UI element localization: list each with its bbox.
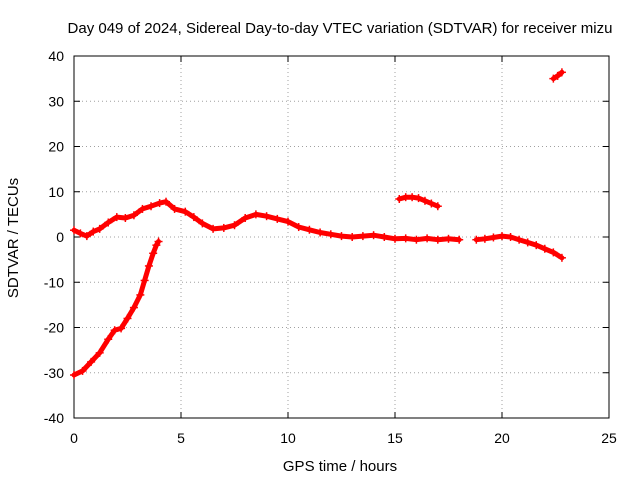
data-marks: [70, 68, 566, 380]
data-point: [444, 234, 453, 243]
data-point: [414, 194, 423, 203]
data-point: [427, 199, 436, 208]
data-point: [380, 233, 389, 241]
series-band-rising-arc: [71, 239, 161, 378]
data-point: [112, 213, 121, 222]
y-tick-label: -30: [44, 365, 64, 381]
data-point: [241, 213, 250, 222]
data-point: [549, 74, 558, 83]
data-point: [76, 229, 85, 238]
y-tick-label: 40: [48, 48, 64, 64]
data-point: [358, 232, 367, 241]
data-point: [532, 241, 541, 250]
data-point: [209, 224, 218, 233]
data-point: [82, 232, 91, 241]
x-tick-label: 10: [280, 430, 296, 446]
x-tick-label: 15: [387, 430, 403, 446]
data-point: [395, 194, 404, 203]
data-point: [162, 197, 171, 206]
data-point: [87, 357, 96, 366]
data-point: [110, 326, 119, 335]
y-tick-label: 0: [56, 229, 64, 245]
data-point: [498, 232, 506, 241]
data-point: [251, 210, 260, 219]
data-point: [189, 213, 198, 222]
data-point: [348, 233, 357, 241]
data-point: [294, 223, 303, 232]
data-point: [117, 324, 126, 333]
data-point: [412, 235, 421, 244]
x-axis-title: GPS time / hours: [283, 458, 397, 475]
data-point: [70, 371, 78, 380]
data-point: [170, 204, 179, 213]
data-point: [129, 303, 138, 312]
y-tick-label: -40: [44, 410, 64, 426]
data-point: [553, 71, 562, 80]
data-point: [369, 231, 378, 240]
data-point: [104, 218, 113, 227]
data-point: [123, 314, 132, 323]
data-point: [284, 217, 292, 226]
data-point: [401, 234, 410, 243]
data-point: [95, 224, 104, 233]
data-point: [480, 234, 489, 243]
data-point: [198, 219, 207, 228]
y-tick-label: 20: [48, 139, 64, 155]
y-tick-label: -20: [44, 320, 64, 336]
data-point: [420, 196, 429, 205]
x-tick-label: 0: [70, 430, 78, 446]
data-point: [305, 225, 314, 234]
data-point: [129, 211, 138, 220]
data-point: [140, 276, 149, 285]
data-point: [273, 214, 282, 223]
data-point: [515, 235, 524, 244]
chart-title: Day 049 of 2024, Sidereal Day-to-day VTE…: [68, 20, 613, 37]
y-tick-label: 10: [48, 184, 64, 200]
data-point: [540, 244, 549, 253]
data-point: [154, 237, 163, 246]
data-point: [433, 202, 442, 211]
y-tick-label: 30: [48, 93, 64, 109]
x-tick-label: 20: [494, 430, 510, 446]
data-point: [144, 261, 153, 270]
data-point: [121, 213, 130, 222]
data-point: [455, 235, 464, 244]
data-point: [316, 228, 325, 237]
data-point: [557, 253, 566, 262]
x-tick-label: 25: [601, 430, 617, 446]
data-point: [523, 238, 532, 247]
data-point: [408, 193, 417, 202]
data-point: [89, 227, 98, 236]
data-point: [95, 348, 104, 357]
data-point: [489, 233, 498, 242]
data-point: [230, 221, 239, 230]
data-point: [433, 235, 442, 244]
y-axis-title: SDTVAR / TECUs: [5, 178, 22, 298]
data-point: [506, 233, 515, 241]
data-point: [147, 202, 156, 211]
data-point: [104, 335, 113, 344]
data-point: [557, 68, 566, 77]
data-point: [337, 232, 346, 241]
data-point: [423, 234, 432, 243]
data-point: [181, 207, 190, 216]
x-tick-label: 5: [177, 430, 185, 446]
y-tick-label: -10: [44, 274, 64, 290]
data-point: [472, 235, 481, 244]
data-point: [155, 199, 164, 208]
data-point: [326, 230, 335, 239]
data-point: [149, 249, 158, 258]
data-point: [391, 234, 399, 243]
data-point: [549, 248, 558, 257]
data-point: [70, 226, 78, 235]
data-point: [138, 204, 147, 213]
axis-ticks: 0 5 10 15 20 25 -40 -30 -20 -10 0 10 20 30 40: [44, 48, 617, 446]
series-band-main: [71, 199, 462, 243]
data-point: [78, 366, 87, 375]
data-point: [136, 290, 145, 299]
data-point: [219, 223, 228, 232]
data-point: [262, 212, 271, 221]
